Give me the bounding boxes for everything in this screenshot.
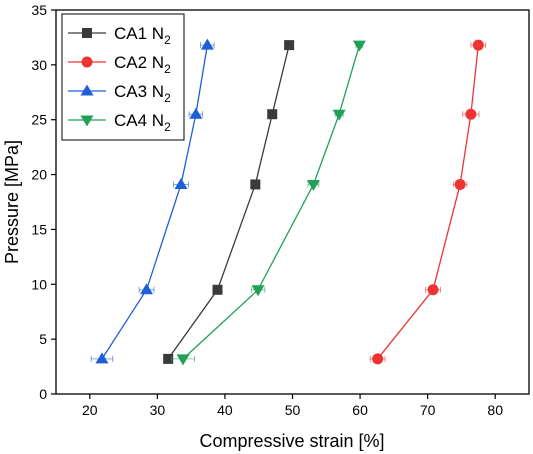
x-tick-label: 60 — [352, 402, 368, 418]
legend-marker — [80, 84, 94, 96]
data-point — [95, 352, 109, 364]
x-tick-label: 80 — [487, 402, 503, 418]
y-tick-label: 35 — [31, 2, 47, 18]
y-axis-label: Pressure [MPa] — [2, 140, 22, 264]
data-point — [472, 39, 484, 51]
series-3 — [90, 38, 215, 364]
x-tick-label: 50 — [285, 402, 301, 418]
x-tick-label: 70 — [420, 402, 436, 418]
x-tick-label: 30 — [150, 402, 166, 418]
data-point — [189, 107, 203, 119]
y-tick-label: 20 — [31, 167, 47, 183]
y-tick-label: 25 — [31, 112, 47, 128]
x-tick-label: 40 — [217, 402, 233, 418]
y-tick-label: 5 — [39, 331, 47, 347]
data-point — [212, 284, 223, 295]
data-point — [174, 177, 188, 189]
series-2 — [369, 39, 487, 365]
data-point — [352, 40, 366, 52]
y-tick-label: 30 — [31, 57, 47, 73]
data-point — [200, 38, 214, 50]
legend-item: CA4 N2 — [68, 111, 171, 134]
data-point — [372, 353, 384, 365]
series-layer — [90, 38, 487, 366]
data-point — [176, 354, 190, 366]
legend-marker — [80, 115, 94, 127]
series-4 — [171, 40, 366, 366]
data-point — [284, 40, 295, 51]
data-point — [267, 109, 278, 120]
y-tick-label: 10 — [31, 276, 47, 292]
legend-label: CA1 N2 — [114, 24, 171, 47]
series-line — [377, 45, 479, 360]
y-tick-label: 0 — [39, 386, 47, 402]
data-point — [465, 108, 477, 120]
legend: CA1 N2 CA2 N2 CA3 N2 CA4 N2 — [61, 13, 185, 141]
legend-label: CA3 N2 — [114, 82, 171, 105]
legend-item: CA1 N2 — [68, 24, 171, 47]
y-tick-label: 15 — [31, 221, 47, 237]
x-tick-label: 20 — [82, 402, 98, 418]
legend-item: CA3 N2 — [68, 82, 171, 105]
data-point — [454, 178, 466, 190]
legend-item: CA2 N2 — [68, 53, 171, 76]
series-line — [182, 44, 361, 360]
legend-marker — [82, 28, 92, 38]
data-point — [332, 109, 346, 121]
data-point — [251, 285, 265, 297]
ticks: 20 30 40 50 60 70 80 0 5 10 15 20 25 30 35 — [31, 2, 503, 418]
legend-marker — [81, 56, 93, 68]
data-point — [306, 179, 320, 191]
legend-label: CA4 N2 — [114, 111, 171, 134]
data-point — [427, 284, 439, 296]
x-axis-label: Compressive strain [%] — [199, 431, 384, 451]
series-1 — [163, 40, 295, 364]
data-point — [163, 353, 174, 364]
data-point — [250, 179, 261, 190]
legend-label: CA2 N2 — [114, 53, 171, 76]
series-line — [167, 44, 290, 360]
data-point — [140, 283, 154, 295]
